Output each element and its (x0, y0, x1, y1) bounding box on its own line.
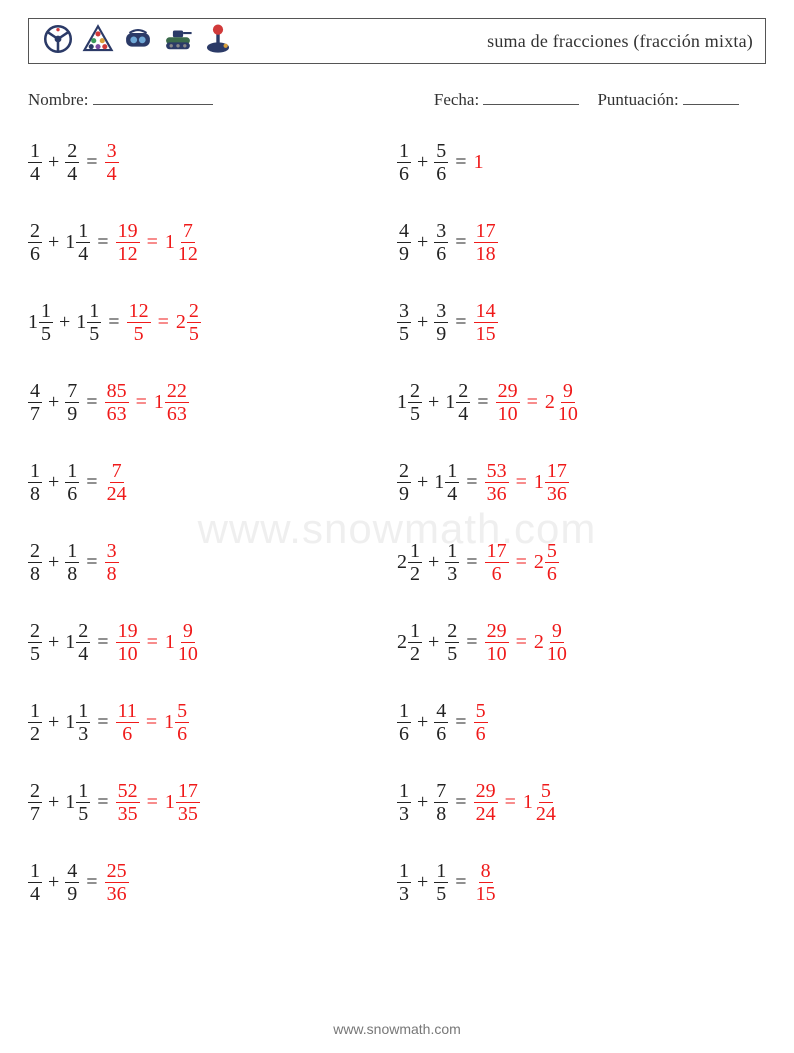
problem: 47+79=8563=12263 (28, 376, 397, 428)
date-blank[interactable] (483, 90, 579, 105)
problem: 49+36=1718 (397, 216, 766, 268)
score-blank[interactable] (683, 90, 739, 105)
problem: 35+39=1415 (397, 296, 766, 348)
problem: 212+25=2910=2910 (397, 616, 766, 668)
name-blank[interactable] (93, 90, 213, 105)
worksheet-title: suma de fracciones (fracción mixta) (487, 31, 753, 52)
footer-text: www.snowmath.com (0, 1021, 794, 1037)
steering-wheel-icon (41, 22, 75, 61)
problem: 28+18=38 (28, 536, 397, 588)
problem: 27+115=5235=11735 (28, 776, 397, 828)
billiards-icon (81, 22, 115, 61)
name-label: Nombre: (28, 90, 88, 109)
problem: 16+56=1 (397, 136, 766, 188)
problem: 29+114=5336=11736 (397, 456, 766, 508)
problem: 14+24=34 (28, 136, 397, 188)
problem: 16+46=56 (397, 696, 766, 748)
problem: 14+49=2536 (28, 856, 397, 908)
header-icons (41, 22, 235, 61)
problems-grid: 14+24=3416+56=126+114=1912=171249+36=171… (28, 136, 766, 908)
vr-headset-icon (121, 22, 155, 61)
date-label: Fecha: (434, 90, 479, 109)
problem: 212+13=176=256 (397, 536, 766, 588)
header-bar: suma de fracciones (fracción mixta) (28, 18, 766, 64)
problem: 125+124=2910=2910 (397, 376, 766, 428)
problem: 26+114=1912=1712 (28, 216, 397, 268)
meta-row: Nombre: Fecha: Puntuación: (28, 90, 766, 110)
score-label: Puntuación: (597, 90, 678, 109)
joystick-icon (201, 22, 235, 61)
problem: 25+124=1910=1910 (28, 616, 397, 668)
tank-icon (161, 22, 195, 61)
problem: 115+115=125=225 (28, 296, 397, 348)
problem: 13+15=815 (397, 856, 766, 908)
problem: 13+78=2924=1524 (397, 776, 766, 828)
problem: 12+113=116=156 (28, 696, 397, 748)
problem: 18+16=724 (28, 456, 397, 508)
